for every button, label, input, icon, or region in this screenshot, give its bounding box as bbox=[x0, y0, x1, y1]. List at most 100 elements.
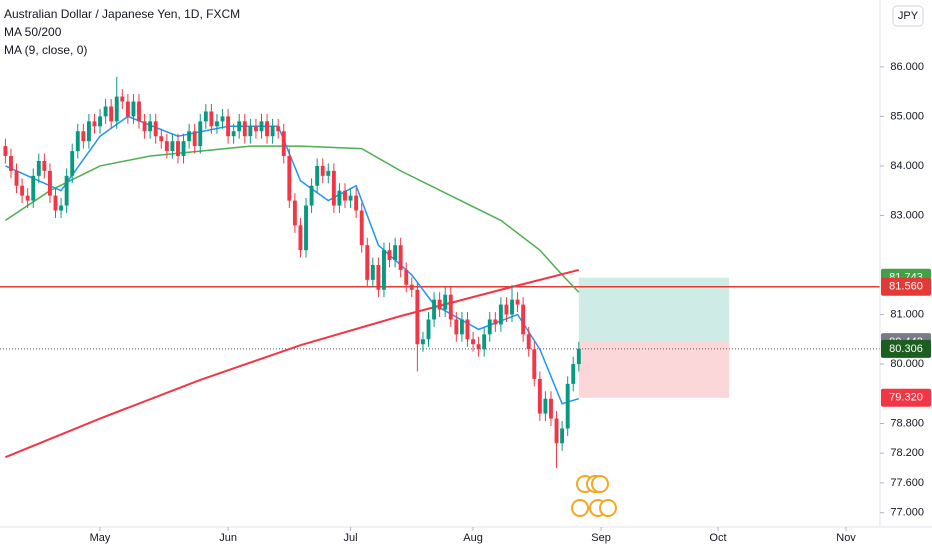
candle-body bbox=[220, 116, 225, 122]
chart-title: Australian Dollar / Japanese Yen, 1D, FX… bbox=[4, 7, 240, 21]
candle-body bbox=[504, 304, 509, 315]
y-tick-label: 85.000 bbox=[890, 110, 924, 122]
candle-body bbox=[25, 195, 30, 201]
candle-body bbox=[3, 146, 8, 157]
candle-body bbox=[14, 170, 19, 186]
y-tick-label: 77.600 bbox=[890, 477, 924, 489]
candle-body bbox=[98, 116, 102, 127]
x-tick-label: May bbox=[90, 532, 111, 544]
y-tick-label: 86.000 bbox=[890, 61, 924, 73]
candle-body bbox=[404, 269, 409, 285]
candle-body bbox=[443, 294, 448, 310]
candle-body bbox=[515, 299, 520, 305]
candle-body bbox=[86, 121, 91, 142]
y-tick-label: 77.000 bbox=[890, 507, 924, 519]
candle-body bbox=[320, 165, 325, 176]
candle-body bbox=[281, 131, 286, 157]
candle-body bbox=[448, 294, 453, 320]
candle-body bbox=[164, 141, 169, 152]
y-tick-label: 78.800 bbox=[890, 417, 924, 429]
candle-body bbox=[203, 111, 208, 122]
candle-body bbox=[309, 185, 314, 206]
price-tag-label: 79.320 bbox=[889, 392, 923, 404]
y-tick-label: 84.000 bbox=[890, 160, 924, 172]
candle-body bbox=[248, 126, 253, 137]
moving-average bbox=[4, 145, 580, 293]
candle-body bbox=[176, 141, 180, 157]
y-tick-label: 80.000 bbox=[890, 358, 924, 370]
candle-body bbox=[415, 289, 420, 345]
price-axis: 77.000 77.600 78.200 78.800 80.000 81.000 83.0… bbox=[90, 61, 931, 544]
events[interactable] bbox=[571, 475, 617, 517]
y-tick-label: 83.000 bbox=[890, 209, 924, 221]
candle-body bbox=[125, 101, 130, 117]
x-tick-label: Aug bbox=[463, 532, 483, 544]
candle-body bbox=[142, 121, 147, 132]
candle-body bbox=[31, 175, 36, 201]
candle-body bbox=[576, 348, 581, 365]
candle-body bbox=[259, 121, 264, 132]
candle-body bbox=[59, 205, 64, 211]
candle-body bbox=[47, 170, 52, 196]
event-icon[interactable] bbox=[599, 499, 617, 517]
candle-body bbox=[20, 185, 25, 196]
candle-body bbox=[265, 121, 270, 137]
candle-body bbox=[192, 131, 197, 147]
candle-body bbox=[537, 378, 542, 414]
candle-body bbox=[554, 418, 559, 444]
candle-body bbox=[476, 344, 481, 350]
candle-body bbox=[237, 121, 242, 132]
candle-body bbox=[209, 111, 214, 127]
candle-body bbox=[343, 190, 347, 201]
candle-body bbox=[365, 245, 370, 280]
candle-body bbox=[393, 245, 398, 261]
event-icon[interactable] bbox=[591, 475, 609, 493]
candle-body bbox=[387, 250, 392, 261]
candle-body bbox=[315, 165, 320, 186]
candle-body bbox=[487, 319, 492, 335]
candle-body bbox=[53, 195, 58, 211]
candle-body bbox=[103, 106, 108, 117]
candle-body bbox=[459, 319, 464, 335]
indicator-label: MA 50/200 bbox=[4, 25, 62, 39]
position-target-zone bbox=[578, 277, 730, 343]
candle-body bbox=[304, 205, 308, 251]
candle-body bbox=[409, 284, 414, 290]
candle-body bbox=[432, 299, 437, 320]
candle-body bbox=[560, 428, 565, 444]
candle-body bbox=[482, 334, 487, 350]
candle-body bbox=[549, 398, 553, 419]
candle-body bbox=[471, 339, 475, 345]
candle-body bbox=[331, 170, 336, 206]
y-tick-label: 81.000 bbox=[890, 308, 924, 320]
currency-button-label[interactable]: JPY bbox=[898, 10, 919, 22]
price-tag-label: 81.560 bbox=[889, 281, 923, 293]
candle-body bbox=[181, 141, 186, 157]
candle-body bbox=[465, 319, 470, 340]
candle-body bbox=[382, 250, 386, 290]
candle-body bbox=[153, 121, 158, 137]
candle-body bbox=[498, 304, 503, 325]
candle-body bbox=[270, 126, 275, 137]
candle-body bbox=[198, 121, 203, 147]
candle-body bbox=[521, 304, 526, 335]
candle-body bbox=[64, 175, 69, 206]
price-tag-label: 80.306 bbox=[889, 343, 923, 355]
candle-body bbox=[253, 126, 258, 132]
candle-body bbox=[170, 141, 175, 152]
moving-average bbox=[5, 268, 580, 459]
candle-body bbox=[81, 131, 86, 142]
event-icon[interactable] bbox=[571, 499, 589, 517]
candle-body bbox=[348, 195, 353, 201]
candle-body bbox=[215, 121, 219, 127]
candle-body bbox=[120, 96, 125, 102]
indicator-label: MA (9, close, 0) bbox=[4, 43, 87, 57]
price-tag bbox=[881, 277, 931, 296]
position-stop-zone bbox=[578, 342, 730, 398]
candle-body bbox=[326, 170, 331, 176]
currency-button[interactable] bbox=[892, 5, 924, 27]
candle-body bbox=[337, 190, 342, 206]
